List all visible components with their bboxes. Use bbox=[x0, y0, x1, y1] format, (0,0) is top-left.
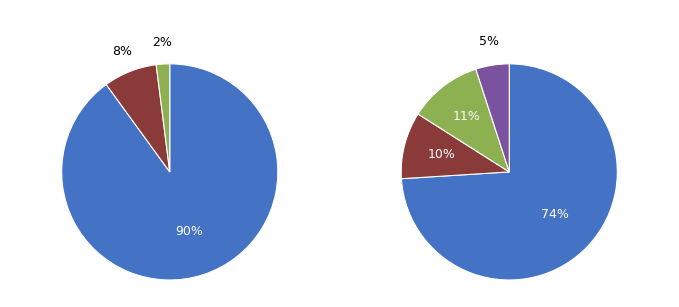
Text: 74%: 74% bbox=[541, 208, 569, 221]
Wedge shape bbox=[106, 65, 170, 172]
Wedge shape bbox=[476, 64, 509, 172]
Wedge shape bbox=[156, 64, 170, 172]
Wedge shape bbox=[62, 64, 278, 280]
Text: 10%: 10% bbox=[427, 148, 455, 161]
Text: 11%: 11% bbox=[452, 110, 480, 123]
Text: 2%: 2% bbox=[151, 36, 172, 49]
Wedge shape bbox=[418, 69, 509, 172]
Text: 90%: 90% bbox=[175, 225, 203, 238]
Text: 5%: 5% bbox=[479, 35, 498, 48]
Wedge shape bbox=[401, 64, 617, 280]
Wedge shape bbox=[401, 114, 509, 179]
Text: 8%: 8% bbox=[112, 45, 132, 58]
